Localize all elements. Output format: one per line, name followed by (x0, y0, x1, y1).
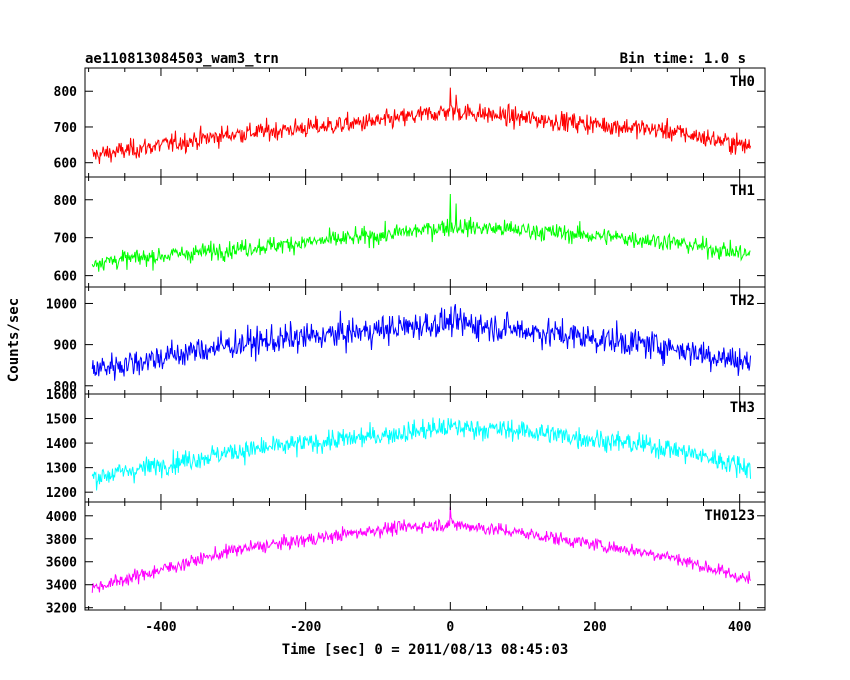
panel-label-th2: TH2 (730, 293, 755, 309)
y-tick-label: 900 (54, 339, 78, 354)
panels: 600 700 800 TH0 600 700 800 TH1 800 900 1000 TH2 120… (46, 67, 766, 635)
x-tick-label: 400 (728, 620, 752, 635)
panel-frame (84, 501, 766, 611)
panel-th1: 600 700 800 TH1 (54, 176, 766, 288)
x-tick-label: 200 (583, 620, 607, 635)
panel-th3: 1200 1300 1400 1500 1600 TH3 (46, 388, 766, 503)
panel-label-th3: TH3 (730, 400, 755, 416)
y-tick-label: 1400 (46, 437, 77, 452)
bin-time-label: Bin time: 1.0 s (620, 51, 746, 67)
panel-label-th0: TH0 (730, 74, 755, 90)
y-tick-label: 800 (54, 194, 78, 209)
x-tick-label: 0 (446, 620, 454, 635)
panel-frame (84, 176, 766, 288)
y-tick-label: 1200 (46, 486, 77, 501)
x-tick-label: -200 (290, 620, 321, 635)
y-tick-label: 3400 (46, 579, 77, 594)
x-axis-label: Time [sec] 0 = 2011/08/13 08:45:03 (282, 642, 569, 658)
y-tick-label: 3800 (46, 533, 77, 548)
panel-frame (84, 286, 766, 395)
y-tick-label: 3600 (46, 556, 77, 571)
y-tick-label: 600 (54, 157, 78, 172)
series-line-th1 (91, 194, 751, 272)
y-tick-label: 1000 (46, 297, 77, 312)
panel-th0: 600 700 800 TH0 (54, 67, 766, 178)
y-tick-label: 800 (54, 85, 78, 100)
x-tick-label: -400 (145, 620, 176, 635)
series-line-th0 (91, 87, 752, 164)
series-line-th2 (91, 304, 752, 381)
panel-frame (84, 393, 766, 503)
y-tick-label: 800 (54, 380, 78, 395)
y-tick-label: 4000 (46, 510, 77, 525)
y-axis-label: Counts/sec (6, 298, 22, 382)
panel-label-th0123: TH0123 (704, 508, 755, 524)
panel-label-th1: TH1 (730, 183, 755, 199)
series-line-th3 (91, 417, 752, 491)
y-tick-label: 1300 (46, 462, 77, 477)
y-tick-label: 3200 (46, 602, 77, 617)
y-tick-label: 700 (54, 232, 78, 247)
panel-frame (84, 67, 766, 178)
panel-th0123: 3200 3400 3600 3800 4000 TH0123 (46, 501, 766, 617)
series-line-th0123 (91, 506, 751, 593)
chart-title: ae110813084503_wam3_trn (85, 51, 279, 67)
y-tick-label: 700 (54, 121, 78, 136)
panel-th2: 800 900 1000 TH2 (46, 286, 766, 395)
y-tick-label: 1600 (46, 388, 77, 403)
y-tick-label: 1500 (46, 413, 77, 428)
y-tick-label: 600 (54, 270, 78, 285)
